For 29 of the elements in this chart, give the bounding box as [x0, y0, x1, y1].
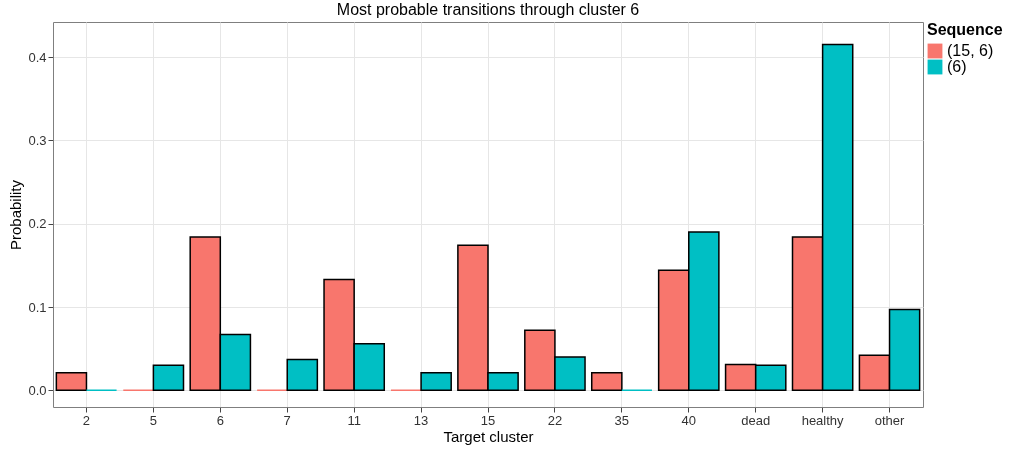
- x-tick-label: 5: [149, 412, 157, 428]
- x-axis-title: Target cluster: [443, 427, 534, 445]
- y-tick-label: 0.0: [28, 382, 47, 398]
- y-tick-label: 0.3: [28, 132, 47, 148]
- chart-title: Most probable transitions through cluster 6: [336, 1, 640, 18]
- bar: [286, 358, 319, 392]
- bar: [590, 372, 623, 392]
- x-tick-label: 35: [614, 412, 630, 428]
- x-tick-label: 40: [681, 412, 696, 428]
- bar: [152, 364, 185, 392]
- x-tick-label: other: [874, 412, 906, 428]
- x-tick-label: 6: [216, 412, 224, 428]
- x-tick-label: 13: [413, 412, 429, 428]
- y-tick-label: 0.1: [28, 299, 47, 315]
- y-tick-label: 0.4: [28, 49, 47, 65]
- y-axis-title: Probability: [7, 179, 25, 251]
- bar: [420, 372, 452, 392]
- x-tick-label: 11: [347, 412, 361, 428]
- y-tick-label: 0.2: [28, 216, 47, 232]
- x-tick-label: 15: [480, 412, 496, 428]
- legend-title: Sequence: [927, 21, 1003, 38]
- legend-label: (6): [947, 58, 967, 75]
- legend-label: (15, 6): [947, 42, 994, 59]
- x-tick-label: healthy: [801, 412, 845, 428]
- x-tick-label: 22: [547, 412, 563, 428]
- bar: [55, 372, 88, 392]
- x-tick-label: 2: [82, 412, 91, 428]
- x-tick-label: 7: [283, 412, 291, 428]
- x-tick-label: dead: [741, 412, 771, 428]
